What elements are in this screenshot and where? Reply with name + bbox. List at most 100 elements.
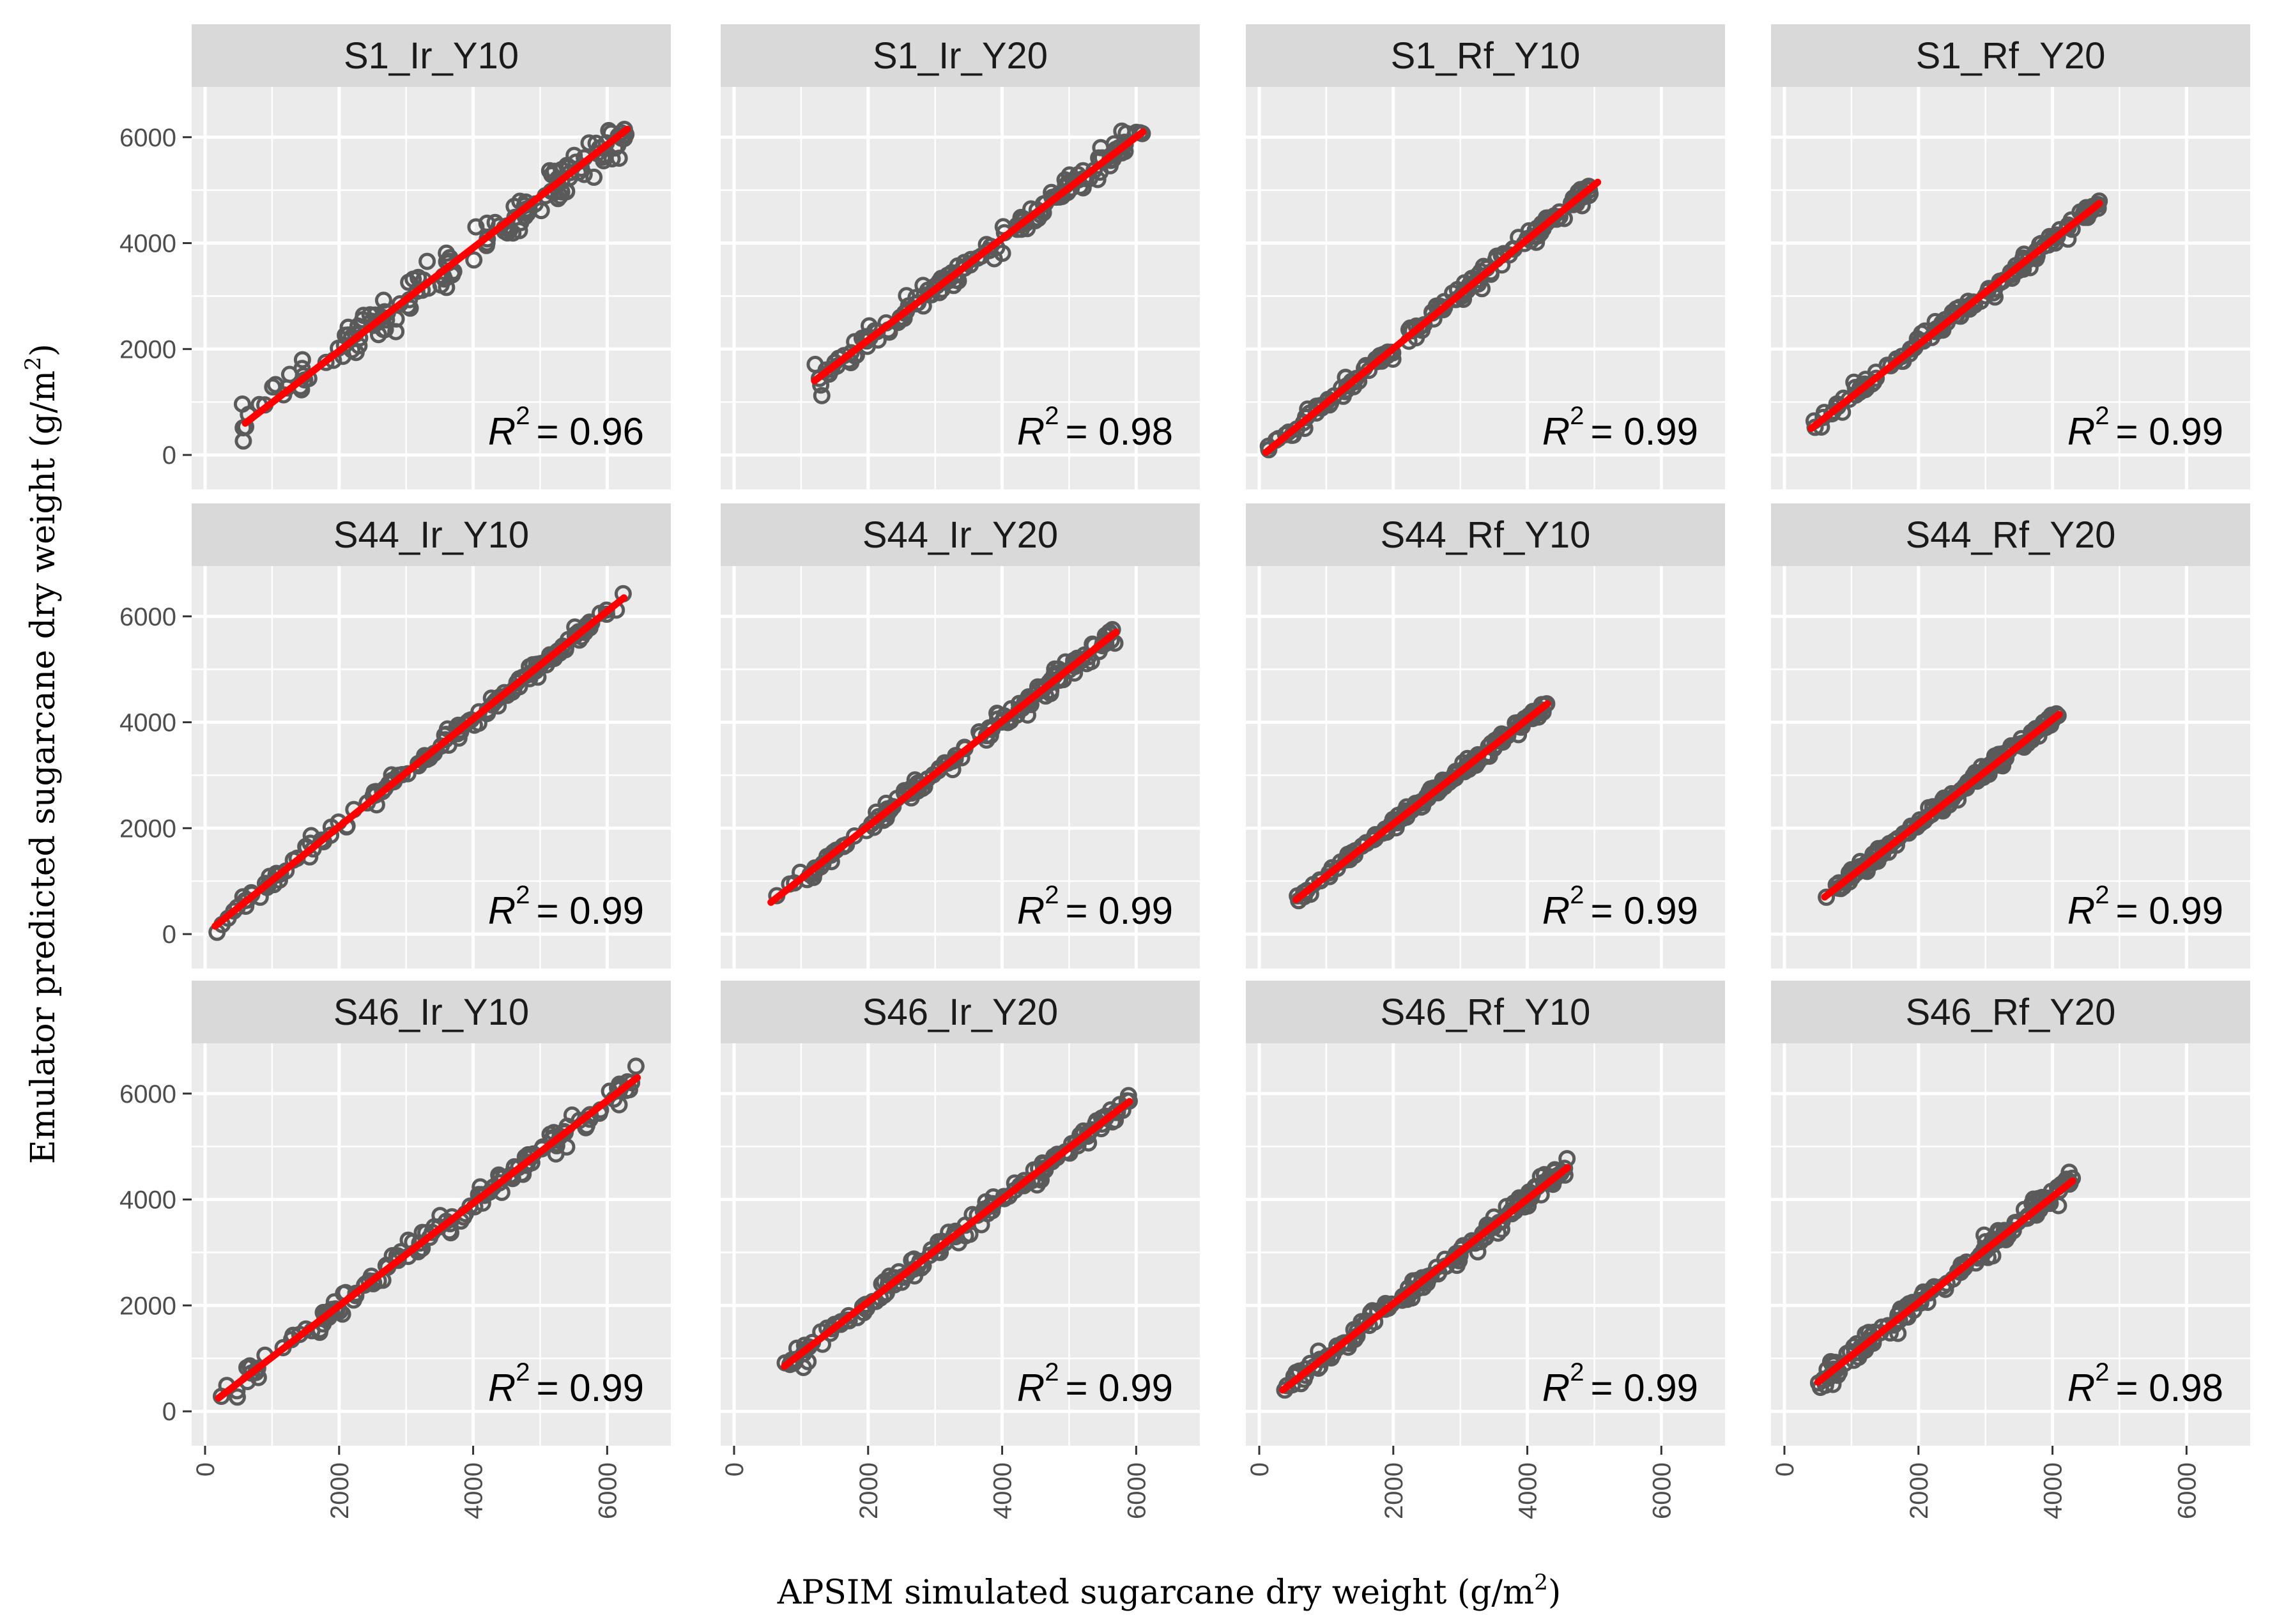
data-point xyxy=(339,318,357,336)
x-axis-title-superscript: 2 xyxy=(1534,1570,1548,1595)
fit-line xyxy=(1279,1164,1571,1394)
data-point xyxy=(546,162,564,180)
r-squared-symbol: R xyxy=(1542,410,1570,453)
y-tick-label: 0 xyxy=(162,921,176,949)
x-tick-label: 4000 xyxy=(1514,1462,1542,1519)
data-point xyxy=(914,277,932,295)
gridlines xyxy=(721,1043,1200,1446)
data-point xyxy=(627,1057,645,1075)
data-point xyxy=(585,168,603,186)
facet-strip-label: S46_Rf_Y20 xyxy=(1906,992,2116,1033)
data-point xyxy=(924,766,942,784)
facet-strip xyxy=(721,503,1200,566)
facet-strip-label: S46_Ir_Y10 xyxy=(334,992,529,1033)
r-squared-label: R2 = 0.98 xyxy=(1017,402,1173,453)
data-point xyxy=(508,674,526,692)
data-point xyxy=(2020,249,2038,267)
data-point xyxy=(431,1207,449,1225)
facet-strip-label: S1_Rf_Y20 xyxy=(1916,35,2106,77)
r-squared-symbol: R xyxy=(1542,889,1570,932)
data-point xyxy=(229,1388,246,1406)
r-squared-label: R2 = 0.99 xyxy=(1542,1358,1698,1409)
x-tick-label: 4000 xyxy=(2039,1462,2067,1519)
y-tick-label: 2000 xyxy=(119,1292,176,1320)
r-squared-superscript: 2 xyxy=(1045,881,1059,909)
data-point xyxy=(1474,1225,1492,1243)
data-point xyxy=(1889,1324,1907,1342)
facet-strip xyxy=(192,981,671,1043)
gridlines xyxy=(1771,566,2250,969)
fit-line xyxy=(242,125,631,427)
r-squared-superscript: 2 xyxy=(1570,1358,1584,1386)
data-point xyxy=(280,365,298,383)
r-squared-symbol: R xyxy=(488,889,516,932)
data-point xyxy=(907,295,924,313)
data-point xyxy=(842,344,860,362)
r-squared-value: = 0.99 xyxy=(1591,410,1699,453)
data-point xyxy=(1825,402,1843,420)
y-axis-title-suffix: ) xyxy=(24,344,63,356)
r-squared-superscript: 2 xyxy=(1045,402,1059,430)
r-squared-superscript: 2 xyxy=(1570,402,1584,430)
r-squared-label: R2 = 0.99 xyxy=(1017,881,1173,932)
data-point xyxy=(1379,343,1397,361)
facet-strip-label: S44_Rf_Y10 xyxy=(1381,514,1591,556)
data-point xyxy=(615,121,633,138)
gridlines xyxy=(1771,87,2250,489)
fit-line xyxy=(781,1098,1133,1370)
r-squared-superscript: 2 xyxy=(1045,1358,1059,1386)
gridlines xyxy=(721,87,1200,489)
facet-panel: S44_Rf_Y10 R2 = 0.99 xyxy=(1246,503,1725,969)
facet-strip xyxy=(1246,981,1725,1043)
gridlines xyxy=(1246,566,1725,969)
r-squared-superscript: 2 xyxy=(2095,402,2109,430)
facet-panel: S46_Ir_Y20 R2 = 0.99 xyxy=(721,981,1200,1446)
data-point xyxy=(2050,1197,2067,1214)
data-point xyxy=(502,1166,519,1184)
r-squared-superscript: 2 xyxy=(2095,1358,2109,1386)
r-squared-symbol: R xyxy=(1017,889,1045,932)
r-squared-value: = 0.99 xyxy=(537,1367,645,1409)
x-tick-label: 2000 xyxy=(1905,1462,1933,1519)
y-axis-title-superscript: 2 xyxy=(20,356,46,371)
y-axis-title: Emulator predicted sugarcane dry weight … xyxy=(20,344,63,1164)
data-point xyxy=(467,218,485,236)
data-point xyxy=(1818,888,1836,906)
r-squared-symbol: R xyxy=(2067,889,2095,932)
facet-strip-label: S44_Rf_Y20 xyxy=(1906,514,2116,556)
data-point xyxy=(937,273,955,291)
y-tick-label: 4000 xyxy=(119,1186,176,1214)
fit-line xyxy=(215,1074,641,1402)
gridlines xyxy=(721,566,1200,969)
facet-panel: S1_Ir_Y10 R2 = 0.96 xyxy=(192,24,671,489)
r-squared-symbol: R xyxy=(1017,410,1045,453)
r-squared-label: R2 = 0.99 xyxy=(2067,881,2223,932)
data-point xyxy=(272,865,289,883)
x-axis-title-suffix: ) xyxy=(1548,1574,1561,1612)
data-point xyxy=(418,252,436,270)
data-point xyxy=(391,295,409,312)
r-squared-label: R2 = 0.99 xyxy=(1542,881,1698,932)
r-squared-value: = 0.98 xyxy=(1066,410,1174,453)
x-tick-label: 2000 xyxy=(326,1462,354,1519)
fit-line xyxy=(1807,199,2103,433)
r-squared-superscript: 2 xyxy=(516,402,530,430)
data-point xyxy=(1906,337,1924,355)
y-tick-label: 2000 xyxy=(119,815,176,843)
r-squared-symbol: R xyxy=(1017,1367,1045,1409)
y-tick-label: 2000 xyxy=(119,335,176,364)
x-tick-label: 0 xyxy=(1246,1462,1274,1476)
r-squared-symbol: R xyxy=(488,410,516,453)
r-squared-value: = 0.96 xyxy=(537,410,645,453)
facet-strip xyxy=(192,24,671,87)
y-tick-label: 0 xyxy=(162,1398,176,1426)
data-point xyxy=(1990,1231,2007,1249)
y-tick-label: 4000 xyxy=(119,230,176,258)
gridlines xyxy=(192,1043,671,1446)
r-squared-label: R2 = 0.99 xyxy=(1017,1358,1173,1409)
fit-line xyxy=(767,629,1120,906)
facet-strip-label: S46_Ir_Y20 xyxy=(863,992,1058,1033)
data-point xyxy=(1972,1246,1990,1264)
x-tick-label: 6000 xyxy=(1648,1462,1676,1519)
